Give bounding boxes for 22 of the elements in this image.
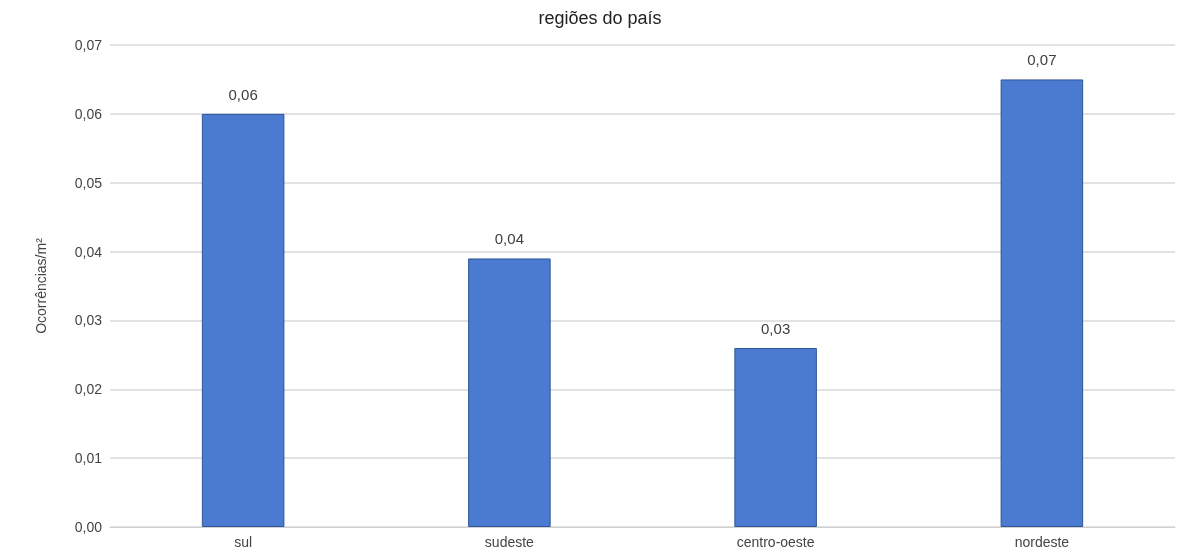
- data-label: 0,03: [761, 319, 791, 337]
- y-tick-label: 0,00: [74, 519, 103, 535]
- chart-title: regiões do país: [538, 8, 662, 28]
- y-tick-label: 0,06: [74, 105, 103, 122]
- data-label: 0,04: [494, 230, 524, 248]
- y-tick-label: 0,05: [74, 174, 103, 191]
- bar: [1000, 79, 1084, 527]
- bar: [201, 113, 285, 527]
- y-tick-label: 0,03: [74, 312, 103, 329]
- y-tick-label: 0,01: [74, 450, 103, 467]
- data-label: 0,06: [228, 85, 258, 103]
- x-tick-label: sudeste: [484, 534, 535, 550]
- bar: [734, 347, 817, 527]
- x-tick-label: nordeste: [1014, 534, 1070, 550]
- x-tick-label: sul: [234, 534, 253, 550]
- y-axis-title: Ocorrências/m²: [33, 237, 49, 334]
- y-tick-label: 0,04: [74, 243, 103, 260]
- y-tick-label: 0,02: [74, 381, 103, 398]
- bar: [468, 258, 551, 527]
- x-tick-label: centro-oeste: [736, 534, 815, 550]
- data-label: 0,07: [1027, 51, 1057, 69]
- y-tick-label: 0,07: [74, 37, 103, 53]
